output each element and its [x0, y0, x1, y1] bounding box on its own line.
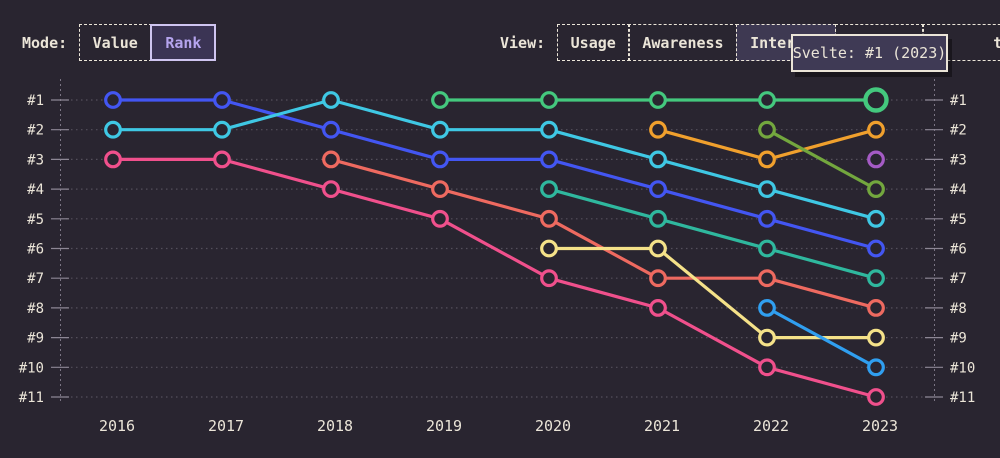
data-point-cyan-2017[interactable] — [213, 120, 231, 139]
year-label: 2022 — [753, 417, 789, 435]
rank-label-right: #11 — [950, 390, 975, 406]
series-line-blue — [111, 98, 878, 251]
data-point-salmon-2019[interactable] — [431, 180, 449, 199]
data-point-olive-2023[interactable] — [867, 180, 885, 199]
mode-button-rank[interactable]: Rank — [150, 24, 217, 61]
rank-label-right: #10 — [950, 360, 975, 376]
data-point-salmon-2021[interactable] — [649, 269, 667, 288]
series-line-pink — [111, 157, 878, 399]
rank-label-left: #1 — [27, 93, 44, 109]
data-point-teal-2022[interactable] — [758, 239, 776, 258]
data-point-blue-2016[interactable] — [104, 91, 122, 109]
year-label: 2019 — [426, 417, 462, 435]
data-point-dodger-2023[interactable] — [867, 358, 885, 377]
year-label: 2020 — [535, 417, 571, 435]
data-point-blue-2023[interactable] — [867, 239, 885, 258]
tooltip-text: Svelte: #1 (2023) — [792, 44, 947, 62]
data-point-cyan-2016[interactable] — [104, 120, 122, 139]
data-point-blue-2018[interactable] — [322, 120, 340, 139]
data-point-blue-2017[interactable] — [213, 91, 231, 109]
rank-label-right: #8 — [950, 301, 967, 317]
rank-label-right: #9 — [950, 331, 967, 347]
data-point-blue-2019[interactable] — [431, 150, 449, 169]
data-point-pink-2023[interactable] — [867, 388, 885, 406]
mode-toggle-group: Mode: Value Rank — [22, 24, 217, 61]
data-point-orange-2021[interactable] — [649, 120, 667, 139]
data-point-pink-2018[interactable] — [322, 180, 340, 199]
data-point-svelte-green-2021[interactable] — [649, 91, 667, 109]
data-point-salmon-2020[interactable] — [540, 209, 558, 228]
year-label: 2016 — [99, 417, 135, 435]
data-point-orange-2022[interactable] — [758, 150, 776, 169]
rank-label-right: #1 — [950, 93, 967, 109]
data-point-pink-2019[interactable] — [431, 209, 449, 228]
data-point-salmon-2023[interactable] — [867, 299, 885, 317]
data-point-yellow-2023[interactable] — [867, 328, 885, 347]
data-point-orange-2023[interactable] — [867, 120, 885, 139]
data-point-olive-2022[interactable] — [758, 120, 776, 139]
mode-label: Mode: — [22, 33, 68, 52]
data-point-yellow-2020[interactable] — [540, 239, 558, 258]
rank-label-right: #3 — [950, 152, 967, 168]
data-point-blue-2022[interactable] — [758, 209, 776, 228]
data-point-cyan-2018[interactable] — [322, 91, 340, 109]
data-point-teal-2020[interactable] — [540, 180, 558, 199]
data-point-blue-2020[interactable] — [540, 150, 558, 169]
data-point-cyan-2021[interactable] — [649, 150, 667, 169]
rank-label-left: #4 — [27, 182, 44, 198]
year-label: 2023 — [862, 417, 898, 435]
rank-label-left: #7 — [27, 271, 44, 287]
rank-label-left: #9 — [27, 331, 44, 347]
rank-label-left: #8 — [27, 301, 44, 317]
data-point-svelte-green-2023[interactable] — [863, 87, 889, 113]
view-toggle-group: View: Usage Awareness Interest ty — [500, 24, 1000, 61]
data-point-salmon-2018[interactable] — [322, 150, 340, 169]
year-label: 2021 — [644, 417, 680, 435]
rank-label-right: #2 — [950, 123, 967, 139]
data-point-pink-2021[interactable] — [649, 299, 667, 317]
rank-label-left: #6 — [27, 242, 44, 258]
data-point-pink-2022[interactable] — [758, 358, 776, 377]
year-label: 2017 — [208, 417, 244, 435]
series-line-cyan — [111, 98, 878, 221]
data-point-blue-2021[interactable] — [649, 180, 667, 199]
data-point-purple-2023[interactable] — [867, 150, 885, 169]
rank-label-left: #5 — [27, 212, 44, 228]
data-point-svelte-green-2020[interactable] — [540, 91, 558, 109]
data-point-svelte-green-2019[interactable] — [431, 91, 449, 109]
rank-label-left: #2 — [27, 123, 44, 139]
rank-label-right: #6 — [950, 242, 967, 258]
data-point-dodger-2022[interactable] — [758, 299, 776, 317]
rank-label-left: #10 — [19, 360, 44, 376]
data-point-cyan-2020[interactable] — [540, 120, 558, 139]
data-point-yellow-2021[interactable] — [649, 239, 667, 258]
rank-label-right: #4 — [950, 182, 967, 198]
series-line-salmon — [329, 157, 878, 310]
year-label: 2018 — [317, 417, 353, 435]
rank-label-right: #7 — [950, 271, 967, 287]
data-point-yellow-2022[interactable] — [758, 328, 776, 347]
data-point-pink-2020[interactable] — [540, 269, 558, 288]
data-point-salmon-2022[interactable] — [758, 269, 776, 288]
view-label: View: — [500, 33, 546, 52]
series-line-dodger — [765, 306, 878, 369]
chart-tooltip: Svelte: #1 (2023) — [791, 34, 948, 72]
series-line-olive — [765, 128, 878, 191]
data-point-teal-2021[interactable] — [649, 209, 667, 228]
data-point-cyan-2022[interactable] — [758, 180, 776, 199]
rank-label-left: #11 — [19, 390, 44, 406]
data-point-pink-2016[interactable] — [104, 150, 122, 169]
data-point-pink-2017[interactable] — [213, 150, 231, 169]
series-line-teal — [547, 187, 878, 280]
rank-label-right: #5 — [950, 212, 967, 228]
data-point-cyan-2023[interactable] — [867, 209, 885, 228]
data-point-teal-2023[interactable] — [867, 269, 885, 288]
data-point-cyan-2019[interactable] — [431, 120, 449, 139]
rank-label-left: #3 — [27, 152, 44, 168]
data-point-svelte-green-2022[interactable] — [758, 91, 776, 109]
